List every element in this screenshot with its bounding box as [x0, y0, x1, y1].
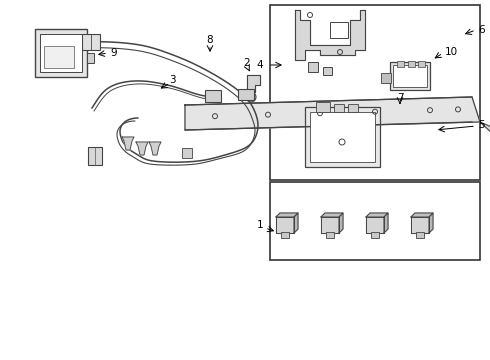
- Bar: [397, 61, 404, 67]
- Bar: [408, 61, 415, 67]
- Bar: [40, 34, 82, 72]
- Polygon shape: [295, 10, 365, 60]
- Bar: [381, 73, 391, 83]
- Bar: [82, 34, 100, 50]
- Bar: [87, 53, 94, 63]
- Text: 3: 3: [169, 75, 175, 85]
- Text: 4: 4: [256, 60, 263, 70]
- Text: 9: 9: [110, 48, 117, 58]
- Bar: [371, 232, 379, 238]
- Polygon shape: [339, 213, 343, 233]
- Bar: [44, 46, 74, 68]
- Polygon shape: [136, 142, 148, 155]
- Bar: [323, 67, 332, 75]
- Bar: [310, 112, 375, 162]
- Text: 2: 2: [244, 58, 250, 68]
- Bar: [326, 232, 334, 238]
- Bar: [390, 62, 430, 90]
- Bar: [281, 232, 289, 238]
- Bar: [316, 102, 330, 112]
- Bar: [334, 104, 344, 112]
- Text: 6: 6: [478, 25, 485, 35]
- Text: 5: 5: [478, 120, 485, 130]
- Bar: [205, 90, 221, 102]
- Ellipse shape: [246, 92, 256, 102]
- Polygon shape: [247, 75, 260, 92]
- Polygon shape: [366, 217, 384, 233]
- Polygon shape: [321, 213, 343, 217]
- Polygon shape: [480, 122, 490, 135]
- Polygon shape: [321, 217, 339, 233]
- Polygon shape: [411, 213, 433, 217]
- Bar: [305, 107, 380, 167]
- Bar: [418, 61, 425, 67]
- Text: 8: 8: [207, 35, 213, 45]
- Polygon shape: [411, 217, 429, 233]
- Bar: [393, 65, 427, 87]
- Bar: [88, 147, 102, 165]
- Polygon shape: [276, 217, 294, 233]
- Polygon shape: [294, 213, 298, 233]
- Polygon shape: [384, 213, 388, 233]
- Bar: [416, 232, 424, 238]
- Text: 7: 7: [397, 93, 403, 103]
- Text: 1: 1: [256, 220, 263, 230]
- Bar: [238, 89, 254, 100]
- Polygon shape: [366, 213, 388, 217]
- Bar: [330, 22, 348, 38]
- Polygon shape: [185, 97, 480, 130]
- Polygon shape: [276, 213, 298, 217]
- Bar: [182, 148, 192, 158]
- Bar: [270, 182, 480, 260]
- Polygon shape: [149, 142, 161, 155]
- Text: 10: 10: [445, 47, 458, 57]
- Polygon shape: [122, 137, 134, 150]
- Bar: [348, 104, 358, 112]
- Bar: [270, 5, 480, 180]
- Bar: [35, 29, 87, 77]
- Bar: [308, 62, 318, 72]
- Polygon shape: [429, 213, 433, 233]
